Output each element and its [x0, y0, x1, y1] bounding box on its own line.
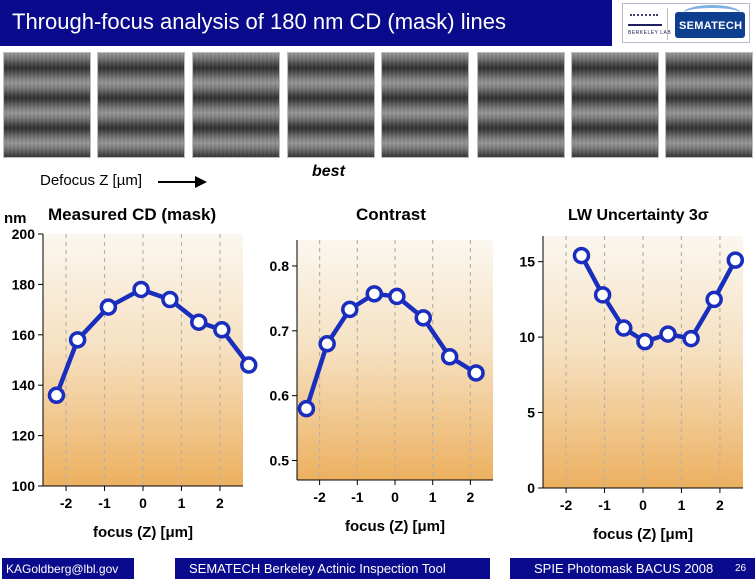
lw-x-tick-label: 1	[678, 497, 686, 513]
cd-data-point	[132, 280, 150, 299]
lw-x-tick-label: 0	[639, 497, 647, 513]
defocus-arrow	[158, 181, 196, 183]
sematech-logo-text: SEMATECH	[679, 20, 743, 32]
cd-y-tick-label: 200	[12, 226, 36, 242]
cd-x-tick-label: 2	[216, 495, 224, 511]
contrast-x-tick-label: -2	[313, 489, 326, 505]
lw-data-point	[659, 325, 677, 343]
contrast-data-point	[414, 309, 433, 327]
best-focus-label: best	[312, 163, 345, 180]
lw-y-tick-label: 15	[519, 254, 535, 270]
lw-data-point	[682, 329, 700, 348]
cd-data-point	[47, 386, 66, 405]
contrast-x-tick-label: 2	[466, 489, 474, 505]
lw-data-point	[636, 332, 654, 351]
lw-x-tick-label: -2	[560, 497, 573, 513]
cd-x-axis-label: focus (Z) [μm]	[93, 524, 193, 541]
cd-data-point	[240, 356, 258, 374]
lw-data-point	[615, 319, 633, 337]
contrast-data-point	[467, 364, 485, 382]
cd-y-tick-label: 100	[12, 478, 36, 494]
contrast-data-point	[365, 285, 384, 303]
cd-y-tick-label: 120	[12, 428, 36, 444]
image-strip-8	[665, 52, 753, 158]
cd-y-unit-label: nm	[4, 210, 27, 227]
image-strip-3	[192, 52, 280, 158]
footer-tool: SEMATECH Berkeley Actinic Inspection Too…	[175, 558, 490, 579]
contrast-x-tick-label: 1	[429, 489, 437, 505]
contrast-y-tick-label: 0.6	[270, 388, 290, 404]
contrast-data-point	[440, 348, 459, 366]
cd-x-tick-label: -2	[60, 495, 73, 511]
image-strip-5	[381, 52, 469, 158]
cd-x-tick-label: 0	[139, 495, 147, 511]
lw-data-point	[572, 246, 591, 265]
lw-data-point	[705, 290, 723, 309]
footer-email: KAGoldberg@lbl.gov	[2, 558, 134, 579]
footer-conference: SPIE Photomask BACUS 2008 26	[510, 558, 755, 579]
footer-tool-text: SEMATECH Berkeley Actinic Inspection Too…	[189, 561, 446, 576]
page-number: 26	[735, 563, 747, 574]
contrast-y-tick-label: 0.5	[270, 453, 290, 469]
slide-title: Through-focus analysis of 180 nm CD (mas…	[12, 9, 506, 34]
cd-data-point	[190, 313, 208, 331]
cd-y-tick-label: 180	[12, 276, 36, 292]
defocus-arrow-head	[195, 176, 207, 188]
image-strip-4	[287, 52, 375, 158]
contrast-y-tick-label: 0.8	[270, 258, 290, 274]
lw-x-tick-label: -1	[598, 497, 611, 513]
cd-y-tick-label: 140	[12, 377, 36, 393]
cd-data-point	[99, 298, 118, 316]
lw-y-tick-label: 10	[519, 329, 535, 345]
contrast-chart-title: Contrast	[356, 205, 426, 224]
cd-data-point	[68, 331, 87, 349]
logo-divider	[667, 8, 668, 40]
lw-x-tick-label: 2	[716, 497, 724, 513]
cd-x-tick-label: 1	[178, 495, 186, 511]
logo-box: BERKELEY LAB SEMATECH	[622, 3, 750, 43]
cd-y-tick-label: 160	[12, 327, 36, 343]
cd-chart-title: Measured CD (mask)	[48, 205, 217, 224]
contrast-data-point	[388, 287, 406, 306]
cd-data-point	[213, 321, 231, 339]
image-strip-7	[571, 52, 659, 158]
lw-chart-title: LW Uncertainty 3σ	[568, 207, 709, 224]
footer-email-text: KAGoldberg@lbl.gov	[6, 562, 119, 576]
contrast-x-axis-label: focus (Z) [μm]	[345, 518, 445, 535]
title-bar: Through-focus analysis of 180 nm CD (mas…	[0, 0, 612, 46]
image-strip-1	[3, 52, 91, 158]
lw-y-tick-label: 0	[527, 480, 535, 496]
contrast-data-point	[318, 335, 336, 353]
footer-conference-text: SPIE Photomask BACUS 2008	[534, 561, 714, 576]
contrast-x-tick-label: -1	[351, 489, 364, 505]
lw-data-point	[726, 251, 745, 269]
berkeley-lab-logo-text: BERKELEY LAB	[628, 30, 672, 36]
contrast-y-tick-label: 0.7	[270, 323, 290, 339]
lw-y-tick-label: 5	[527, 405, 535, 421]
berkeley-lab-logo: BERKELEY LAB	[628, 9, 671, 39]
cd-x-tick-label: -1	[98, 495, 111, 511]
contrast-data-point	[297, 399, 316, 418]
lw-x-axis-label: focus (Z) [μm]	[593, 526, 693, 543]
lw-plot-area	[543, 236, 743, 488]
contrast-data-point	[341, 300, 359, 319]
contrast-x-tick-label: 0	[391, 489, 399, 505]
lw-data-point	[593, 286, 612, 304]
image-strip-6	[477, 52, 565, 158]
cd-data-point	[161, 290, 179, 309]
sematech-logo: SEMATECH	[675, 5, 745, 38]
image-strip-2	[97, 52, 185, 158]
defocus-label: Defocus Z [µm]	[40, 172, 142, 189]
cd-plot-area	[43, 234, 243, 486]
